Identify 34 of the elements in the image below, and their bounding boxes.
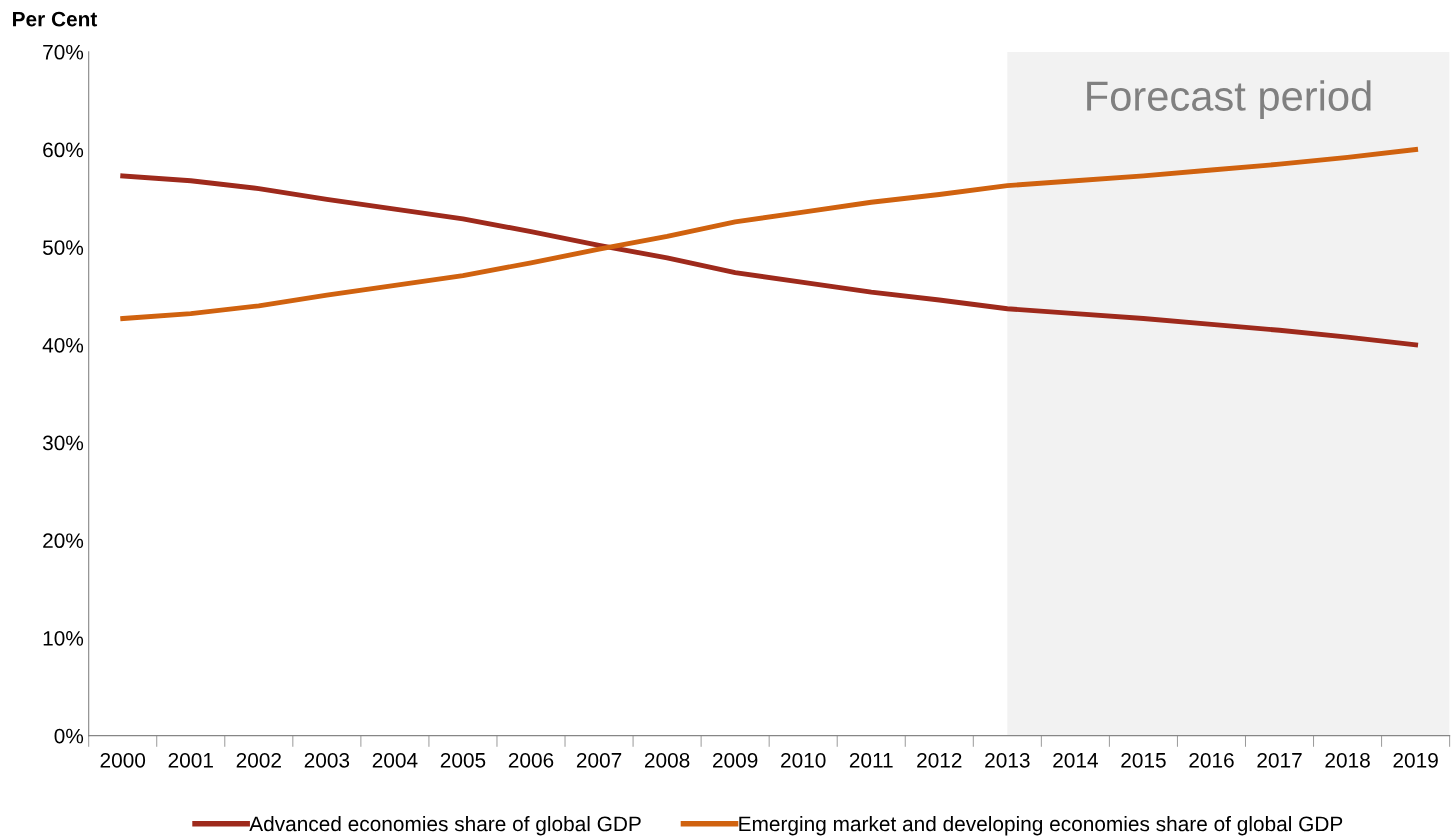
x-tick-label: 2014	[1053, 752, 1098, 768]
legend-label: Emerging market and developing economies share of global GDP	[739, 815, 1343, 836]
x-tick-label: 2011	[849, 752, 893, 768]
y-tick-label: 40%	[42, 337, 84, 353]
x-tick-label: 2007	[576, 752, 622, 768]
y-tick-label: 0%	[54, 728, 84, 744]
x-tick-label: 2008	[644, 752, 690, 768]
y-tick-label: 10%	[43, 630, 84, 646]
line-series	[120, 147, 1419, 321]
y-tick-label: 70%	[43, 44, 84, 60]
x-tick-label: 2002	[236, 752, 281, 768]
x-tick-label: 2013	[985, 752, 1030, 768]
x-tick-label: 2018	[1325, 752, 1370, 768]
x-tick-label: 2009	[713, 752, 758, 768]
y-tick-label: 50%	[42, 240, 84, 255]
y-tick-label: 30%	[42, 435, 84, 451]
y-axis-title: Per Cent	[13, 11, 98, 27]
x-tick-label: 2005	[440, 752, 486, 768]
legend-label: Advanced economies share of global GDP	[249, 815, 641, 836]
x-tick-label: 2015	[1121, 752, 1166, 768]
y-tick-label: 20%	[43, 533, 84, 549]
x-tick-label: 2006	[508, 752, 554, 768]
x-tick-label: 2012	[917, 752, 962, 768]
line-series	[120, 173, 1419, 348]
x-tick-label: 2017	[1257, 752, 1302, 768]
band-label: Forecast period	[1087, 80, 1371, 120]
y-tick-label: 60%	[43, 142, 84, 158]
x-tick-label: 2010	[781, 752, 826, 768]
x-tick-label: 2001	[168, 752, 213, 768]
x-tick-label: 2019	[1393, 752, 1438, 768]
x-tick-label: 2016	[1189, 752, 1234, 768]
x-tick-label: 2004	[372, 752, 418, 768]
x-tick-label: 2003	[304, 752, 350, 768]
x-tick-label: 2000	[100, 752, 146, 768]
